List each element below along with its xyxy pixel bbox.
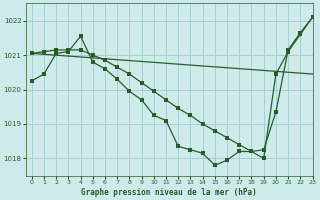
X-axis label: Graphe pression niveau de la mer (hPa): Graphe pression niveau de la mer (hPa) [81,188,257,197]
